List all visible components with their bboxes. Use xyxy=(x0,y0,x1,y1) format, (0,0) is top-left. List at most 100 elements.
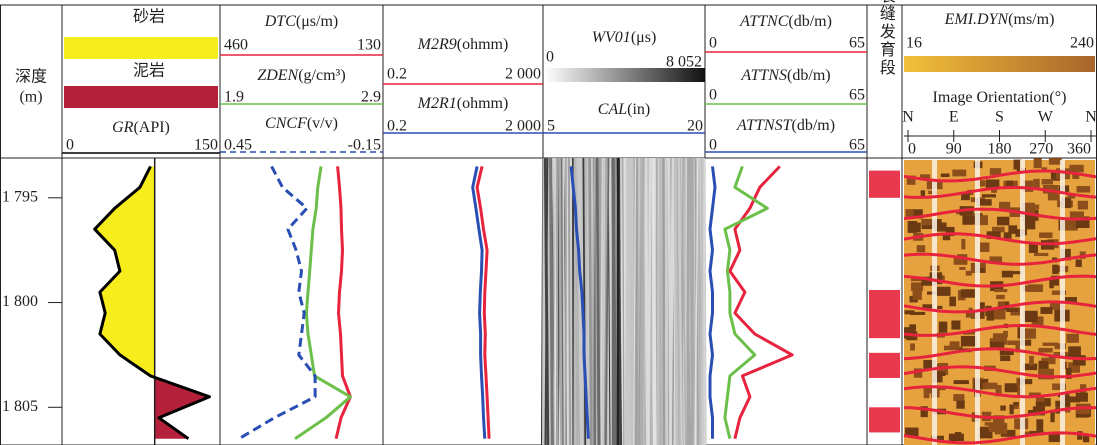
fracture-trace xyxy=(903,300,1097,314)
curve-name: ATTNC xyxy=(739,13,789,30)
emi-blotch xyxy=(1061,395,1071,403)
waveform-stripe xyxy=(575,157,579,445)
orientation-tick-label: 360 xyxy=(1067,141,1091,158)
emi-blotch xyxy=(937,305,943,310)
emi-blotch xyxy=(1024,218,1036,230)
emi-blotch xyxy=(912,288,922,300)
emi-blotch xyxy=(985,179,1000,189)
depth-tick-label: 1 805 xyxy=(2,398,38,415)
emi-blotch xyxy=(1003,232,1012,239)
curve-title: CNCF(v/v) xyxy=(265,115,338,132)
emi-blotch xyxy=(965,270,972,276)
curve-unit: (μs/m) xyxy=(296,13,338,30)
waveform-stripe xyxy=(590,157,596,445)
emi-blotch xyxy=(1033,158,1042,169)
emi-blotch xyxy=(1034,252,1049,257)
scale-label: 65 xyxy=(849,87,865,104)
waveform-stripe xyxy=(673,157,679,445)
scale-label: 5 xyxy=(547,118,555,135)
waveform-stripe xyxy=(543,157,550,445)
emi-blotch xyxy=(980,242,990,252)
curve-title: ATTNC(db/m) xyxy=(739,13,832,30)
emi-blotch xyxy=(919,174,931,179)
emi-blotch xyxy=(961,192,970,201)
waveform-stripe xyxy=(667,157,673,445)
scale-label: 65 xyxy=(849,35,865,52)
scale-label: 130 xyxy=(357,37,381,54)
emi-blotch xyxy=(911,278,923,282)
waveform-stripe xyxy=(643,157,650,445)
scale-label: 2 000 xyxy=(505,118,541,135)
waveform-stripe xyxy=(686,157,690,445)
emi-blotch xyxy=(1009,404,1014,415)
emi-blotch xyxy=(1022,180,1034,192)
log-curve xyxy=(728,165,794,440)
scale-label: 460 xyxy=(224,37,248,54)
log-curve xyxy=(294,166,352,440)
emi-blotch xyxy=(1023,310,1038,323)
emi-blotch xyxy=(1067,396,1081,403)
emi-blotch xyxy=(1013,159,1022,170)
waveform-stripe xyxy=(635,157,638,445)
depth-label: 深度 xyxy=(15,68,47,86)
fracture-interval xyxy=(869,352,900,378)
orientation-name: Image Orientation xyxy=(933,89,1050,106)
scale-label: 0.45 xyxy=(224,137,252,154)
emi-blotch xyxy=(1048,354,1056,365)
curve-unit: (in) xyxy=(627,101,650,118)
waveform-stripe xyxy=(647,157,651,445)
scale-label: 0 xyxy=(709,137,717,154)
emi-blotch xyxy=(940,371,946,376)
emi-blotch xyxy=(921,276,937,286)
log-curve xyxy=(93,165,211,440)
curve-unit: (ohmm) xyxy=(457,95,509,112)
waveform-stripe xyxy=(657,157,662,445)
emi-blotch xyxy=(975,268,985,273)
emi-blotch xyxy=(974,215,988,226)
sand-fill xyxy=(94,166,155,439)
fracture-trace xyxy=(903,324,1097,337)
emi-streak xyxy=(932,160,937,445)
emi-blotch xyxy=(1033,178,1040,191)
emi-blotch xyxy=(977,180,986,187)
fracture-interval xyxy=(869,289,900,339)
emi-blotch xyxy=(952,169,967,177)
orientation-tick-label: 90 xyxy=(946,141,962,158)
emi-blotch xyxy=(1066,333,1079,343)
emi-blotch xyxy=(999,201,1011,211)
emi-blotch xyxy=(992,309,1006,320)
scale-label: 2.9 xyxy=(361,89,381,106)
emi-blotch xyxy=(989,341,1005,348)
emi-blotch xyxy=(1022,328,1036,339)
emi-blotch xyxy=(953,257,968,265)
emi-blotch xyxy=(934,227,947,232)
waveform-stripe xyxy=(689,157,694,445)
curve-title: EMI.DYN(ms/m) xyxy=(944,11,1055,28)
log-curve xyxy=(475,166,491,439)
curve-name: M2R1 xyxy=(417,95,457,112)
log-curve xyxy=(723,165,769,440)
log-curve xyxy=(569,166,590,439)
curve-title: CAL(in) xyxy=(598,101,650,118)
scale-label: 65 xyxy=(849,137,865,154)
emi-blotch xyxy=(1013,402,1019,406)
waveform-stripe xyxy=(558,157,564,445)
emi-blotch xyxy=(944,345,959,351)
emi-blotch xyxy=(1050,172,1061,181)
emi-blotch xyxy=(1012,271,1023,275)
fracture-trace xyxy=(903,365,1097,379)
scale-label: 0 xyxy=(66,137,74,154)
curve-title: ATTNS(db/m) xyxy=(740,67,830,84)
emi-blotch xyxy=(1048,433,1060,443)
fracture-trace xyxy=(903,169,1097,183)
curve-name: CAL xyxy=(598,101,627,118)
emi-blotch xyxy=(1072,355,1086,366)
emi-blotch xyxy=(1038,368,1055,380)
emi-blotch xyxy=(1067,195,1076,199)
curve-title: M2R9(ohmm) xyxy=(417,36,509,53)
scale-label: 0 xyxy=(546,49,554,66)
curve-title: ATTNST(db/m) xyxy=(736,117,835,134)
emi-blotch xyxy=(1025,214,1030,218)
depth-tick-label: 1 800 xyxy=(2,293,38,310)
emi-blotch xyxy=(911,209,923,219)
